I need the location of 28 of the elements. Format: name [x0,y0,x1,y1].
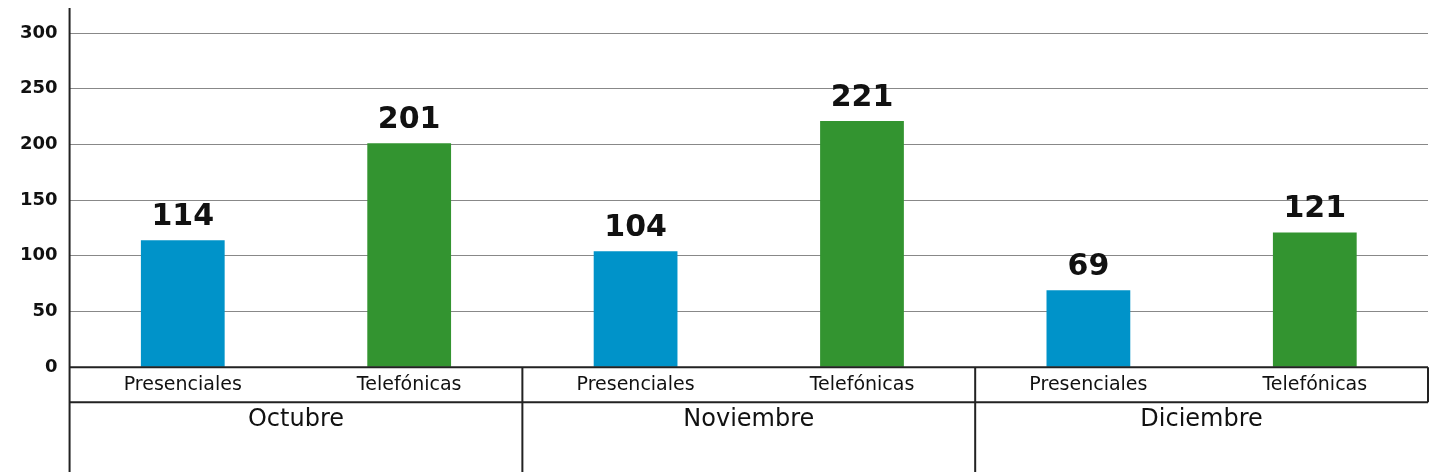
data-label: 201 [377,100,441,136]
y-tick-label: 100 [20,243,58,265]
text: Presenciales [576,372,695,395]
x-tick-label: Octubre [247,403,344,432]
bar [367,143,452,367]
bar [1272,232,1357,367]
y-tick-label: 200 [20,132,58,154]
text: Telefónicas [809,372,915,395]
data-label: 69 [1067,247,1110,283]
x-tick-label: Diciembre [1140,403,1263,432]
text: Telefónicas [1262,372,1368,395]
bar [1046,290,1131,367]
y-tick-label: 0 [45,354,58,376]
data-label: 221 [830,77,894,113]
series-label: Presenciales [123,372,242,395]
y-tick-label: 300 [20,20,58,42]
y-tick-label: 50 [32,299,58,321]
y-tick-label: 150 [20,187,58,209]
bar [593,251,678,367]
data-label: 104 [604,208,667,244]
bar [140,240,225,367]
data-label: 114 [151,197,215,232]
data-label: 121 [1283,189,1347,225]
bar [820,121,904,367]
y-tick-label: 250 [20,76,58,98]
series-label: Telefónicas [355,372,462,395]
text: Presenciales [1029,372,1148,395]
x-tick-label: Noviembre [683,403,815,432]
